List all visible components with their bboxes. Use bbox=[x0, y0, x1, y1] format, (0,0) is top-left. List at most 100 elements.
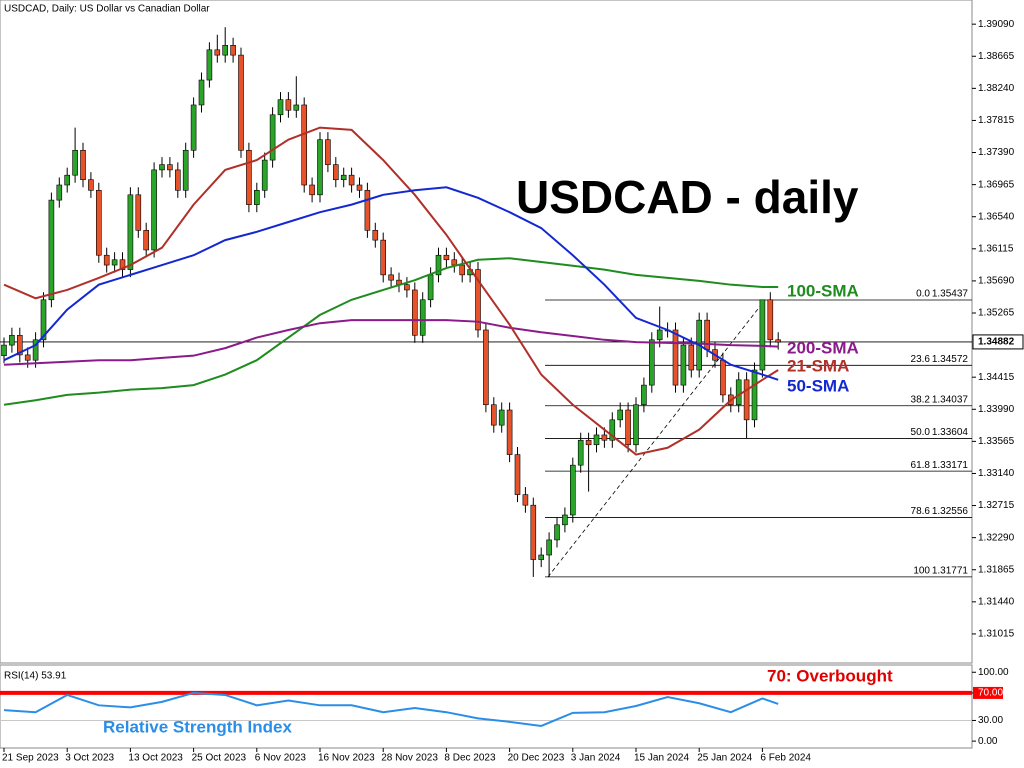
fib-price: 1.31771 bbox=[932, 565, 969, 576]
sma-label: 100-SMA bbox=[787, 281, 859, 300]
x-tick-label: 16 Nov 2023 bbox=[318, 753, 375, 764]
y-tick-label: 1.38240 bbox=[978, 83, 1015, 94]
rsi-tick-label: 30.00 bbox=[978, 715, 1003, 726]
fib-price: 1.34572 bbox=[932, 354, 969, 365]
y-tick-label: 1.33990 bbox=[978, 404, 1015, 415]
chart-title: USDCAD - daily bbox=[516, 171, 859, 223]
x-tick-label: 28 Nov 2023 bbox=[381, 753, 438, 764]
candle-body bbox=[48, 199, 55, 301]
candle-body bbox=[317, 139, 323, 196]
candle-body bbox=[411, 289, 418, 336]
candle-body bbox=[522, 494, 529, 506]
fib-level: 50.0 bbox=[911, 427, 931, 438]
y-tick-label: 1.31440 bbox=[978, 596, 1015, 607]
candle-body bbox=[530, 504, 537, 560]
candle-body bbox=[285, 99, 292, 111]
x-tick-label: 13 Oct 2023 bbox=[128, 753, 183, 764]
fib-level: 61.8 bbox=[911, 460, 931, 471]
sma-label: 21-SMA bbox=[787, 356, 849, 375]
candle-body bbox=[751, 369, 758, 421]
candle-body bbox=[538, 554, 545, 560]
candle-body bbox=[759, 299, 766, 371]
candle-body bbox=[198, 79, 205, 106]
candle-body bbox=[546, 539, 552, 556]
candle-body bbox=[404, 284, 410, 291]
candle-body bbox=[427, 274, 434, 301]
fib-level: 23.6 bbox=[911, 354, 931, 365]
candle-body bbox=[246, 149, 252, 205]
candle-body bbox=[190, 104, 197, 151]
candle-body bbox=[475, 269, 481, 331]
rsi-panel bbox=[0, 664, 973, 749]
candle-body bbox=[214, 49, 221, 56]
candle-body bbox=[364, 189, 371, 231]
sma-label: 50-SMA bbox=[787, 376, 849, 395]
candle-body bbox=[325, 139, 331, 165]
candle-body bbox=[633, 404, 639, 446]
y-tick-label: 1.31015 bbox=[978, 629, 1015, 640]
candle-body bbox=[9, 334, 15, 346]
candle-body bbox=[151, 169, 157, 251]
candle-body bbox=[254, 189, 260, 205]
overbought-annotation: 70: Overbought bbox=[767, 666, 893, 685]
candle-body bbox=[1, 344, 7, 356]
x-tick-label: 3 Oct 2023 bbox=[65, 753, 114, 764]
candle-body bbox=[103, 254, 110, 266]
candle-body bbox=[24, 354, 31, 361]
sma-label: 200-SMA bbox=[787, 338, 859, 357]
candle-body bbox=[680, 344, 687, 386]
sma-line bbox=[3, 257, 779, 406]
y-tick-label: 1.35690 bbox=[978, 276, 1015, 287]
y-tick-label: 1.33565 bbox=[978, 436, 1015, 447]
candle-body bbox=[775, 339, 782, 343]
fib-price: 1.34037 bbox=[932, 394, 969, 405]
fib-price: 1.35437 bbox=[932, 289, 969, 300]
candle-body bbox=[451, 259, 458, 266]
fib-level: 100 bbox=[913, 565, 930, 576]
candle-body bbox=[443, 254, 450, 261]
sma-line bbox=[3, 126, 779, 456]
x-tick-label: 6 Nov 2023 bbox=[255, 753, 307, 764]
candle-body bbox=[40, 299, 47, 341]
fib-level: 78.6 bbox=[911, 506, 931, 517]
x-tick-label: 21 Sep 2023 bbox=[2, 753, 59, 764]
fib-price: 1.32556 bbox=[932, 506, 969, 517]
x-tick-label: 6 Feb 2024 bbox=[760, 753, 811, 764]
y-tick-label: 1.34415 bbox=[978, 372, 1015, 383]
y-tick-label: 1.39090 bbox=[978, 19, 1015, 30]
rsi-header: RSI(14) 53.91 bbox=[4, 671, 67, 682]
candle-body bbox=[593, 434, 600, 446]
candle-body bbox=[340, 174, 347, 181]
candle-body bbox=[16, 334, 23, 356]
candle-body bbox=[332, 164, 339, 181]
candle-body bbox=[490, 404, 497, 426]
candle-body bbox=[261, 159, 268, 191]
candle-body bbox=[380, 239, 387, 276]
x-tick-label: 25 Oct 2023 bbox=[192, 753, 247, 764]
candle-body bbox=[554, 524, 560, 541]
candle-body bbox=[56, 184, 63, 201]
rsi-annotation: Relative Strength Index bbox=[103, 717, 292, 736]
candle-body bbox=[648, 339, 655, 386]
candle-body bbox=[562, 514, 568, 526]
y-tick-label: 1.32290 bbox=[978, 532, 1015, 543]
candle-body bbox=[88, 179, 94, 191]
x-tick-label: 3 Jan 2024 bbox=[571, 753, 621, 764]
candle-body bbox=[514, 454, 521, 495]
candle-body bbox=[720, 359, 726, 396]
candle-body bbox=[230, 45, 236, 56]
candle-body bbox=[569, 464, 576, 516]
rsi-tick-label: 70.00 bbox=[978, 688, 1003, 699]
fib-level: 38.2 bbox=[911, 394, 931, 405]
candle-body bbox=[143, 230, 149, 251]
candle-body bbox=[64, 174, 70, 186]
x-tick-label: 8 Dec 2023 bbox=[444, 753, 496, 764]
rsi-level-box bbox=[973, 686, 1003, 699]
candle-body bbox=[72, 149, 78, 176]
y-tick-label: 1.36965 bbox=[978, 179, 1015, 190]
candle-body bbox=[135, 194, 142, 231]
candle-body bbox=[601, 434, 608, 441]
y-tick-label: 1.35265 bbox=[978, 308, 1015, 319]
